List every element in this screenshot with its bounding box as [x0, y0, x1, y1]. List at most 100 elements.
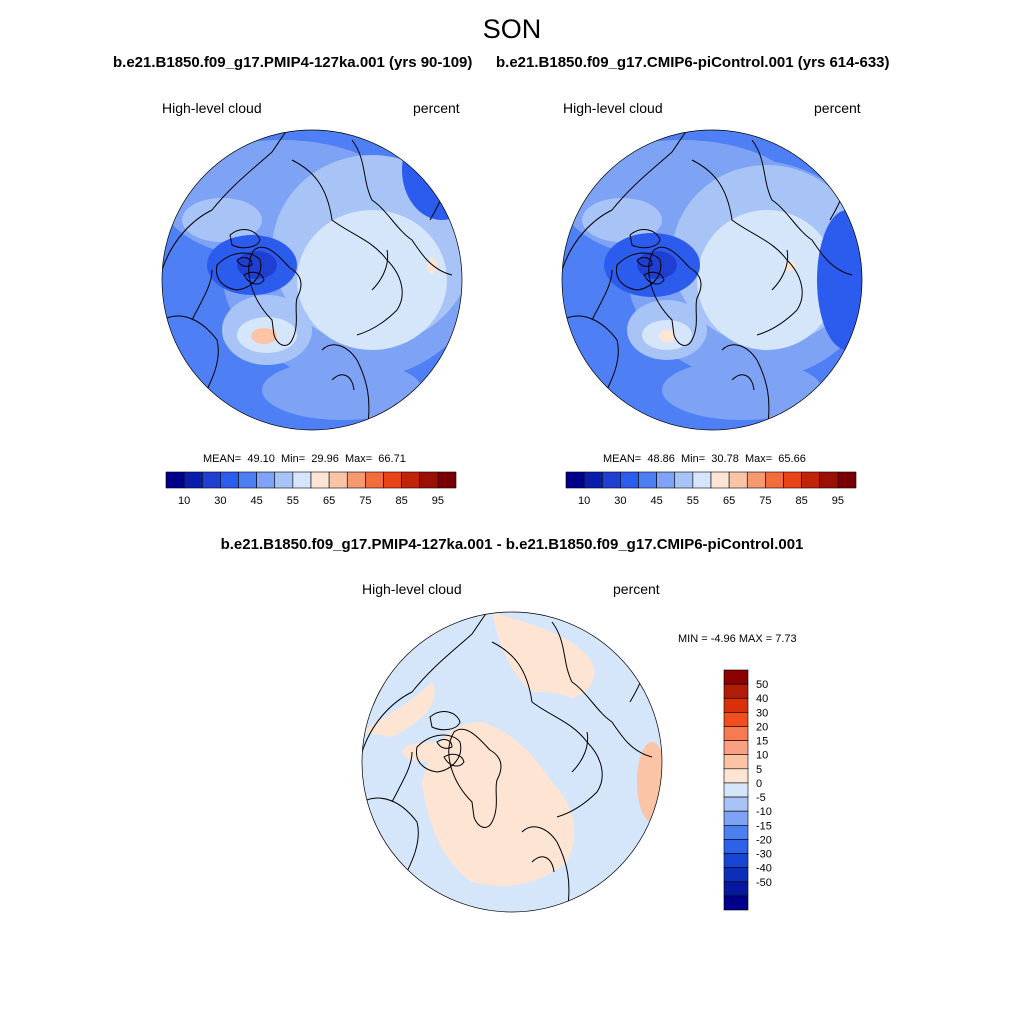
map-1 [162, 130, 462, 430]
colorbar-diff-swatch [723, 839, 749, 854]
colorbar-diff-tick-label: 50 [756, 679, 768, 691]
colorbar-diff-swatch [723, 754, 749, 770]
colorbar-diff-swatch [723, 895, 749, 911]
colorbar-2-swatch [583, 471, 603, 489]
map-diff-positive-region [492, 612, 595, 702]
colorbar-diff-swatch [723, 782, 749, 798]
colorbar-1-tick-label: 45 [251, 495, 263, 507]
colorbar-2-tick-label: 85 [796, 495, 808, 507]
map-2-field-layer [637, 251, 677, 279]
colorbar-diff-tick-label: 15 [756, 736, 768, 748]
diff-variable: High-level cloud [362, 581, 462, 597]
panel-2-title: b.e21.B1850.f09_g17.CMIP6-piControl.001 … [496, 54, 890, 71]
colorbar-2-swatch [837, 471, 857, 489]
panel-1-max-value: 66.71 [378, 453, 406, 465]
colorbar-diff-tick-label: -15 [756, 820, 772, 832]
colorbar-2-tick-label: 10 [578, 495, 590, 507]
colorbar-1-swatch [346, 471, 366, 489]
colorbar-1-tick-label: 95 [432, 495, 444, 507]
colorbar-1-tick-label: 75 [359, 495, 371, 507]
panel-2-units: percent [814, 100, 861, 116]
map-1-field-layer [427, 258, 437, 274]
colorbar-1-swatch [437, 471, 457, 489]
colorbar-diff-tick-label: -30 [756, 849, 772, 861]
map-1-border [161, 129, 463, 431]
colorbar-2-tick-label: 95 [832, 495, 844, 507]
colorbar-diff-tick-label: -50 [756, 877, 772, 889]
colorbar-2-swatch [565, 471, 585, 489]
colorbar-diff-tick-label: 0 [756, 778, 762, 790]
panel-2-stats: MEAN= 48.86 Min= 30.78 Max= 65.66 [603, 453, 806, 465]
map-2 [562, 130, 862, 430]
colorbar-1-swatch [201, 471, 221, 489]
colorbar-diff-swatch [723, 824, 749, 840]
colorbar-1-tick-label: 30 [214, 495, 226, 507]
map-1-field-layer [297, 210, 447, 350]
colorbar-1-swatch [401, 471, 421, 489]
colorbar-diff-tick-label: 5 [756, 764, 762, 776]
panel-1-min-value: 29.96 [311, 453, 339, 465]
colorbar-diff-swatch [723, 669, 749, 685]
diff-units: percent [613, 581, 660, 597]
diff-stats: MIN = -4.96 MAX = 7.73 [678, 633, 797, 645]
colorbar-1-swatch [365, 471, 384, 489]
colorbar-2-swatch [765, 471, 784, 489]
colorbar-2-swatch [656, 471, 676, 489]
colorbar-diff-tick-label: -40 [756, 863, 772, 875]
panel-1-stats: MEAN= 49.10 Min= 29.96 Max= 66.71 [203, 453, 406, 465]
colorbar-1-swatch [292, 471, 312, 489]
colorbar-1-tick-label: 65 [323, 495, 335, 507]
colorbar-diff-swatch [723, 796, 749, 812]
panel-2-min-value: 30.78 [711, 453, 739, 465]
figure-title: SON [482, 14, 542, 44]
map-2-field-layer [817, 210, 862, 350]
colorbar-diff-swatch [723, 683, 749, 699]
colorbar-2-tick-label: 75 [759, 495, 771, 507]
colorbar-1-tick-label: 55 [287, 495, 299, 507]
panel-2-mean-label: MEAN= [603, 453, 642, 465]
panel-1-mean-label: MEAN= [203, 453, 242, 465]
colorbar-diff-tick-label: -20 [756, 834, 772, 846]
colorbar-diff-swatch [723, 726, 749, 741]
colorbar-diff-swatch [723, 867, 749, 883]
panel-1-units: percent [413, 100, 460, 116]
map-2-field-layer [697, 210, 837, 350]
colorbar-1-swatch [328, 471, 348, 489]
colorbar-diff-tick-label: 20 [756, 721, 768, 733]
colorbar-1-swatch [383, 471, 402, 489]
colorbar-1-swatch [220, 471, 239, 489]
colorbar-2: 10 30 45 55 65 75 85 95 [565, 471, 857, 507]
colorbar-1: 10 30 45 55 65 75 85 95 [165, 471, 457, 507]
colorbar-diff-tick-label: -5 [756, 792, 766, 804]
colorbar-2-swatch [728, 471, 748, 489]
map-1-field-layer [251, 328, 277, 344]
map-1-field-layer [237, 251, 277, 279]
colorbar-2-swatch [819, 471, 839, 489]
colorbar-1-tick-label: 10 [178, 495, 190, 507]
colorbar-1-swatch [274, 471, 294, 489]
map-diff-positive-region [362, 682, 435, 737]
colorbar-diff-swatch [723, 740, 749, 756]
map-diff-positive-region [422, 722, 575, 886]
colorbar-2-swatch [674, 471, 694, 489]
colorbar-2-tick-label: 45 [651, 495, 663, 507]
map-1-field-layer [182, 198, 262, 242]
colorbar-2-swatch [710, 471, 730, 489]
panel-1-variable: High-level cloud [162, 100, 262, 116]
panel-1-mean-value: 49.10 [247, 453, 275, 465]
colorbar-1-tick-label: 85 [396, 495, 408, 507]
colorbar-2-swatch [692, 471, 712, 489]
colorbar-1-swatch [238, 471, 257, 489]
colorbar-2-swatch [746, 471, 766, 489]
diff-title: b.e21.B1850.f09_g17.PMIP4-127ka.001 - b.… [220, 536, 804, 553]
colorbar-diff-swatch [723, 712, 749, 727]
map-diff [362, 612, 662, 912]
colorbar-1-swatch [310, 471, 330, 489]
panel-2-max-value: 65.66 [778, 453, 806, 465]
map-diff-positive-region [637, 742, 662, 822]
colorbar-2-swatch [638, 471, 657, 489]
colorbar-2-tick-label: 30 [614, 495, 626, 507]
colorbar-1-swatch [419, 471, 439, 489]
colorbar-diff-tick-label: 10 [756, 750, 768, 762]
